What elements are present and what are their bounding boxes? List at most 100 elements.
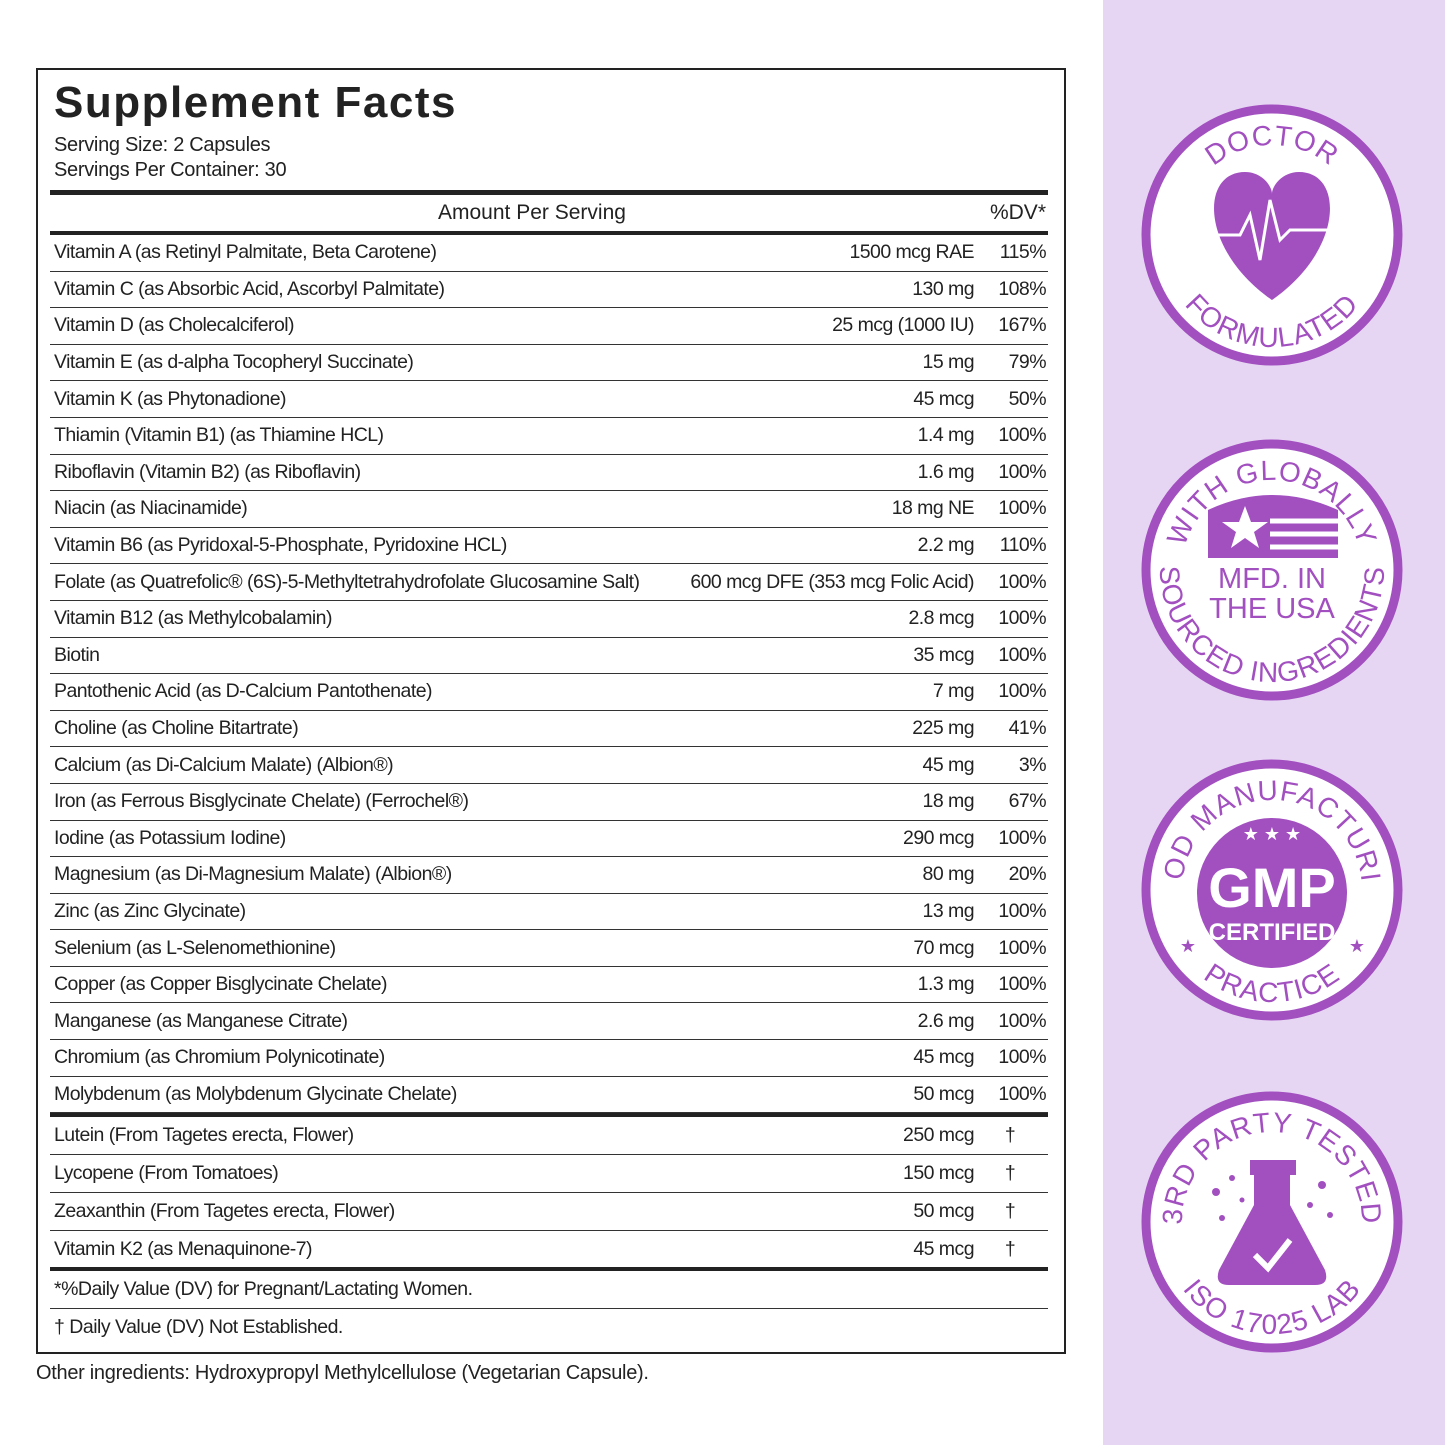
nutrient-name: Vitamin K2 (as Menaquinone-7) (54, 1237, 312, 1260)
amount: 150 mcg (903, 1161, 975, 1184)
table-row: Riboflavin (Vitamin B2) (as Riboflavin) 1… (50, 455, 1048, 492)
other-rows: Lutein (From Tagetes erecta, Flower) 250 … (50, 1113, 1048, 1267)
nutrient-name: Vitamin K (as Phytonadione) (54, 387, 286, 410)
column-header: Amount Per Serving (438, 201, 626, 224)
amount: 1.3 mg (917, 973, 975, 996)
daily-value: 100% (998, 680, 1046, 703)
daily-value: 100% (998, 936, 1046, 959)
daily-value: † (1004, 1237, 1016, 1260)
amount: 1.4 mg (917, 424, 975, 447)
amount: 18 mg (922, 790, 975, 813)
nutrient-name: Thiamin (Vitamin B1) (as Thiamine HCL) (54, 424, 384, 447)
daily-value: 100% (998, 497, 1046, 520)
nutrient-name: Vitamin D (as Cholecalciferol) (54, 314, 295, 337)
daily-value: 20% (1008, 863, 1047, 886)
table-row: Magnesium (as Di-Magnesium Malate) (Albi… (50, 857, 1048, 894)
svg-text:★ ★ ★: ★ ★ ★ (1243, 824, 1301, 844)
nutrient-name: Molybdenum (as Molybdenum Glycinate Chel… (54, 1082, 457, 1105)
table-row: Vitamin A (as Retinyl Palmitate, Beta Ca… (50, 235, 1048, 272)
nutrient-name: Iodine (as Potassium Iodine) (54, 826, 286, 849)
table-row: Lycopene (From Tomatoes) 150 mcg † (50, 1155, 1048, 1193)
table-row: Niacin (as Niacinamide) 18 mg NE 100% (50, 491, 1048, 528)
table-row: Biotin 35 mcg 100% (50, 638, 1048, 675)
badge: DOCTOR FORMULATED (1141, 104, 1403, 366)
nutrient-name: Lutein (From Tagetes erecta, Flower) (54, 1124, 354, 1147)
daily-value: 79% (1008, 351, 1047, 374)
footnotes: *%Daily Value (DV) for Pregnant/Lactatin… (50, 1267, 1048, 1345)
daily-value: 50% (1008, 387, 1047, 410)
daily-value: 108% (998, 277, 1046, 300)
amount: 25 mcg (1000 IU) (832, 314, 974, 337)
amount: 1500 mcg RAE (849, 241, 974, 264)
amount: 2.6 mg (917, 1009, 975, 1032)
badge-center-text: THE USA (1209, 593, 1335, 625)
table-row: Zinc (as Zinc Glycinate) 13 mg 100% (50, 894, 1048, 931)
table-row: Calcium (as Di-Calcium Malate) (Albion®)… (50, 747, 1048, 784)
amount: 35 mcg (913, 643, 974, 666)
table-header: Amount Per Serving %DV* (50, 195, 1048, 231)
table-row: Vitamin B6 (as Pyridoxal-5-Phosphate, Py… (50, 528, 1048, 565)
amount: 600 mcg DFE (353 mcg Folic Acid) (690, 570, 974, 593)
daily-value: 100% (998, 1082, 1046, 1105)
amount: 13 mg (922, 899, 975, 922)
nutrient-name: Vitamin A (as Retinyl Palmitate, Beta Ca… (54, 241, 437, 264)
nutrient-name: Biotin (54, 643, 100, 666)
nutrient-name: Vitamin E (as d-alpha Tocopheryl Succina… (54, 351, 414, 374)
amount: 130 mg (912, 277, 974, 300)
amount: 2.2 mg (917, 534, 975, 557)
table-row: Iron (as Ferrous Bisglycinate Chelate) (… (50, 784, 1048, 821)
footnote: *%Daily Value (DV) for Pregnant/Lactatin… (50, 1271, 1048, 1309)
daily-value: 115% (999, 241, 1047, 264)
badge-center-text: MFD. IN (1218, 563, 1326, 595)
daily-value: † (1004, 1124, 1016, 1147)
nutrient-name: Iron (as Ferrous Bisglycinate Chelate) (… (54, 790, 469, 813)
amount: 45 mcg (913, 1046, 974, 1069)
footnote: † Daily Value (DV) Not Established. (54, 1315, 343, 1338)
nutrient-name: Copper (as Copper Bisglycinate Chelate) (54, 973, 388, 996)
nutrient-name: Calcium (as Di-Calcium Malate) (Albion®) (54, 753, 394, 776)
thick-rule (50, 190, 1048, 195)
badge: 3RD PARTY TESTED ISO 17025 LAB (1141, 1091, 1403, 1353)
table-row: Manganese (as Manganese Citrate) 2.6 mg 10… (50, 1003, 1048, 1041)
nutrient-rows: Vitamin A (as Retinyl Palmitate, Beta Ca… (50, 235, 1048, 1114)
badge: WITH GLOBALLY SOURCED INGREDIENTS MFD. I… (1141, 439, 1403, 701)
daily-value: 41% (1008, 717, 1047, 740)
amount: 290 mcg (903, 826, 975, 849)
amount: 70 mcg (913, 936, 974, 959)
nutrient-name: Selenium (as L-Selenomethionine) (54, 936, 336, 959)
table-row: Vitamin C (as Absorbic Acid, Ascorbyl Pa… (50, 272, 1048, 309)
amount: 80 mg (922, 863, 975, 886)
nutrient-name: Chromium (as Chromium Polynicotinate) (54, 1046, 385, 1069)
servings-per-container: Servings Per Container: 30 (54, 159, 287, 181)
table-row: Folate (as Quatrefolic® (6S)-5-Methyltet… (50, 564, 1048, 601)
daily-value: 167% (998, 314, 1046, 337)
badge-top-text: GOOD MANUFACTURING (0, 0, 1386, 884)
supplement-facts-panel: Supplement Facts Serving Size: 2 Capsule… (36, 68, 1066, 1354)
daily-value: † (1004, 1161, 1016, 1184)
nutrient-name: Vitamin B6 (as Pyridoxal-5-Phosphate, Py… (54, 534, 507, 557)
daily-value: 100% (998, 826, 1046, 849)
svg-text:★: ★ (1349, 936, 1365, 956)
badge-center-text: CERTIFIED (1209, 919, 1336, 946)
nutrient-name: Zinc (as Zinc Glycinate) (54, 899, 246, 922)
amount: 225 mg (912, 717, 974, 740)
nutrient-name: Manganese (as Manganese Citrate) (54, 1009, 348, 1032)
nutrient-name: Pantothenic Acid (as D-Calcium Pantothen… (54, 680, 432, 703)
daily-value: 100% (998, 899, 1046, 922)
table-row: Iodine (as Potassium Iodine) 290 mcg 100% (50, 821, 1048, 858)
amount: 50 mcg (913, 1199, 974, 1222)
table-row: Choline (as Choline Bitartrate) 225 mg 41% (50, 711, 1048, 748)
amount: 50 mcg (913, 1082, 974, 1105)
table-row: Zeaxanthin (From Tagetes erecta, Flower)… (50, 1193, 1048, 1231)
facts-table: Amount Per Serving %DV* Vitamin A (as Re… (50, 190, 1048, 1345)
badge-center-text: GMP (1208, 856, 1336, 919)
nutrient-name: Zeaxanthin (From Tagetes erecta, Flower) (54, 1199, 395, 1222)
nutrient-name: Riboflavin (Vitamin B2) (as Riboflavin) (54, 460, 361, 483)
table-row: Chromium (as Chromium Polynicotinate) 45 … (50, 1040, 1048, 1077)
nutrient-name: Folate (as Quatrefolic® (6S)-5-Methyltet… (54, 570, 640, 593)
table-row: Vitamin D (as Cholecalciferol) 25 mcg (10… (50, 308, 1048, 345)
table-row: Vitamin K (as Phytonadione) 45 mcg 50% (50, 381, 1048, 418)
nutrient-name: Choline (as Choline Bitartrate) (54, 717, 299, 740)
amount: 2.8 mcg (908, 607, 974, 630)
